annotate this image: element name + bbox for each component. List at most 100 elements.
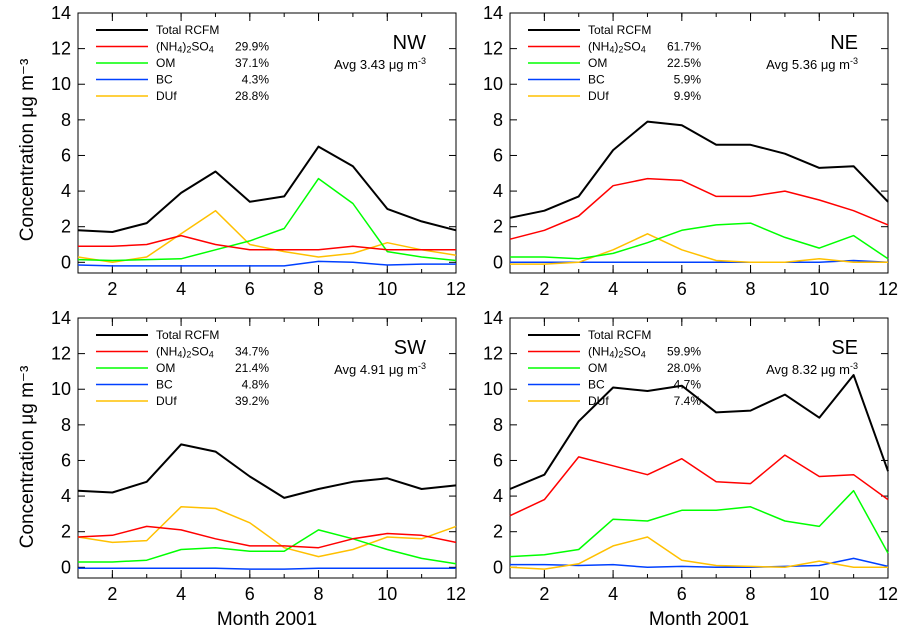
legend-label: (NH4)2SO4 (588, 40, 646, 55)
series-line-total (77, 145, 457, 233)
x-tick-label: 12 (878, 279, 898, 299)
series-line-om (78, 529, 457, 565)
series-line-total (509, 120, 889, 219)
y-tick-label: 0 (493, 252, 503, 272)
legend-label: BC (588, 73, 605, 87)
x-tick-label: 8 (314, 279, 324, 299)
plot-frame (77, 317, 457, 579)
panel-se: 0 2 4 6 8 10 12 14 2 4 6 8 10 12 Total RCFM (NH4)2SO4 59… (483, 308, 898, 604)
series-line-duf (510, 233, 888, 265)
y-tick-label: 14 (483, 308, 503, 328)
y-tick-label: 4 (61, 486, 71, 506)
plot-frame (509, 12, 889, 274)
y-tick-label: 14 (51, 3, 71, 23)
x-tick-label: 2 (539, 584, 549, 604)
average-label: Avg 5.36 μg m-3 (766, 56, 858, 72)
x-tick-label: 2 (107, 279, 117, 299)
y-tick-label: 2 (493, 217, 503, 237)
legend-percent: 34.7% (235, 345, 269, 359)
legend-percent: 37.1% (235, 56, 269, 70)
y-tick-label: 10 (483, 379, 503, 399)
y-tick-label: 8 (493, 110, 503, 130)
x-tick-label: 12 (446, 584, 466, 604)
y-tick-label: 2 (493, 522, 503, 542)
y-tick-label: 12 (483, 344, 503, 364)
legend-label: BC (588, 378, 605, 392)
series-line-om (509, 489, 889, 558)
y-tick-label: 4 (61, 181, 71, 201)
x-tick-label: 6 (245, 584, 255, 604)
x-tick-label: 2 (539, 279, 549, 299)
series-line-nh4so4 (77, 525, 457, 549)
x-tick-label: 4 (608, 584, 618, 604)
panel-sw: 0 2 4 6 8 10 12 14 2 4 6 8 10 12 Total RCFM (NH4)2SO4 34… (51, 308, 466, 604)
average-label: Avg 8.32 μg m-3 (766, 361, 858, 377)
region-label: SE (831, 337, 858, 359)
y-axis-label-bottom: Concentration μg m⁻³ (17, 366, 38, 549)
series-line-om (510, 222, 889, 260)
series-line-bc (77, 260, 456, 267)
y-tick-label: 4 (493, 181, 503, 201)
legend-percent: 59.9% (667, 345, 701, 359)
y-axis-label-top: Concentration μg m⁻³ (17, 59, 38, 242)
y-tick-label: 0 (493, 557, 503, 577)
series-line-nh4so4 (509, 454, 889, 517)
y-tick-label: 12 (51, 344, 71, 364)
x-tick-label: 10 (377, 279, 397, 299)
legend-label: OM (588, 361, 607, 375)
x-tick-label: 12 (878, 584, 898, 604)
legend-label: BC (156, 73, 173, 87)
x-tick-label: 2 (107, 584, 117, 604)
y-tick-label: 10 (51, 74, 71, 94)
y-tick-label: 6 (61, 145, 71, 165)
legend-label: (NH4)2SO4 (156, 345, 214, 360)
legend-percent: 22.5% (667, 56, 701, 70)
legend-label: OM (156, 56, 175, 70)
y-tick-label: 0 (61, 557, 71, 577)
legend-percent: 7.4% (674, 394, 702, 408)
legend-percent: 4.8% (242, 378, 270, 392)
x-tick-label: 10 (809, 584, 829, 604)
y-tick-label: 14 (51, 308, 71, 328)
legend-label: Total RCFM (588, 328, 651, 342)
y-tick-label: 2 (61, 217, 71, 237)
y-tick-label: 12 (51, 39, 71, 59)
legend-label: OM (156, 361, 175, 375)
legend-label: DUf (588, 394, 609, 408)
legend-percent: 4.7% (674, 378, 702, 392)
legend-label: BC (156, 378, 173, 392)
x-tick-label: 6 (677, 279, 687, 299)
x-tick-label: 10 (809, 279, 829, 299)
series-line-duf (77, 506, 457, 558)
average-label: Avg 3.43 μg m-3 (334, 56, 426, 72)
legend-percent: 9.9% (674, 89, 702, 103)
x-tick-label: 10 (377, 584, 397, 604)
legend-label: Total RCFM (156, 23, 219, 37)
y-tick-label: 0 (61, 252, 71, 272)
series-line-total (77, 443, 457, 499)
region-label: SW (394, 337, 426, 359)
y-tick-label: 6 (493, 145, 503, 165)
series-line-nh4so4 (78, 234, 456, 251)
legend-percent: 29.9% (235, 40, 269, 54)
legend-percent: 61.7% (667, 40, 701, 54)
region-label: NE (830, 32, 858, 54)
legend-percent: 5.9% (674, 73, 702, 87)
legend-percent: 39.2% (235, 394, 269, 408)
plot-frame (77, 12, 457, 274)
legend-label: OM (588, 56, 607, 70)
y-tick-label: 10 (51, 379, 71, 399)
series-line-total (509, 374, 889, 490)
x-tick-label: 8 (746, 584, 756, 604)
y-tick-label: 8 (61, 415, 71, 435)
legend-label: Total RCFM (156, 328, 219, 342)
x-tick-label: 4 (176, 584, 186, 604)
x-axis-label-right: Month 2001 (649, 609, 749, 630)
y-tick-label: 4 (493, 486, 503, 506)
plot-frame (509, 317, 889, 579)
series-line-nh4so4 (509, 177, 889, 240)
series-line-duf (77, 209, 457, 264)
legend-label: DUf (156, 394, 177, 408)
y-tick-label: 6 (61, 450, 71, 470)
